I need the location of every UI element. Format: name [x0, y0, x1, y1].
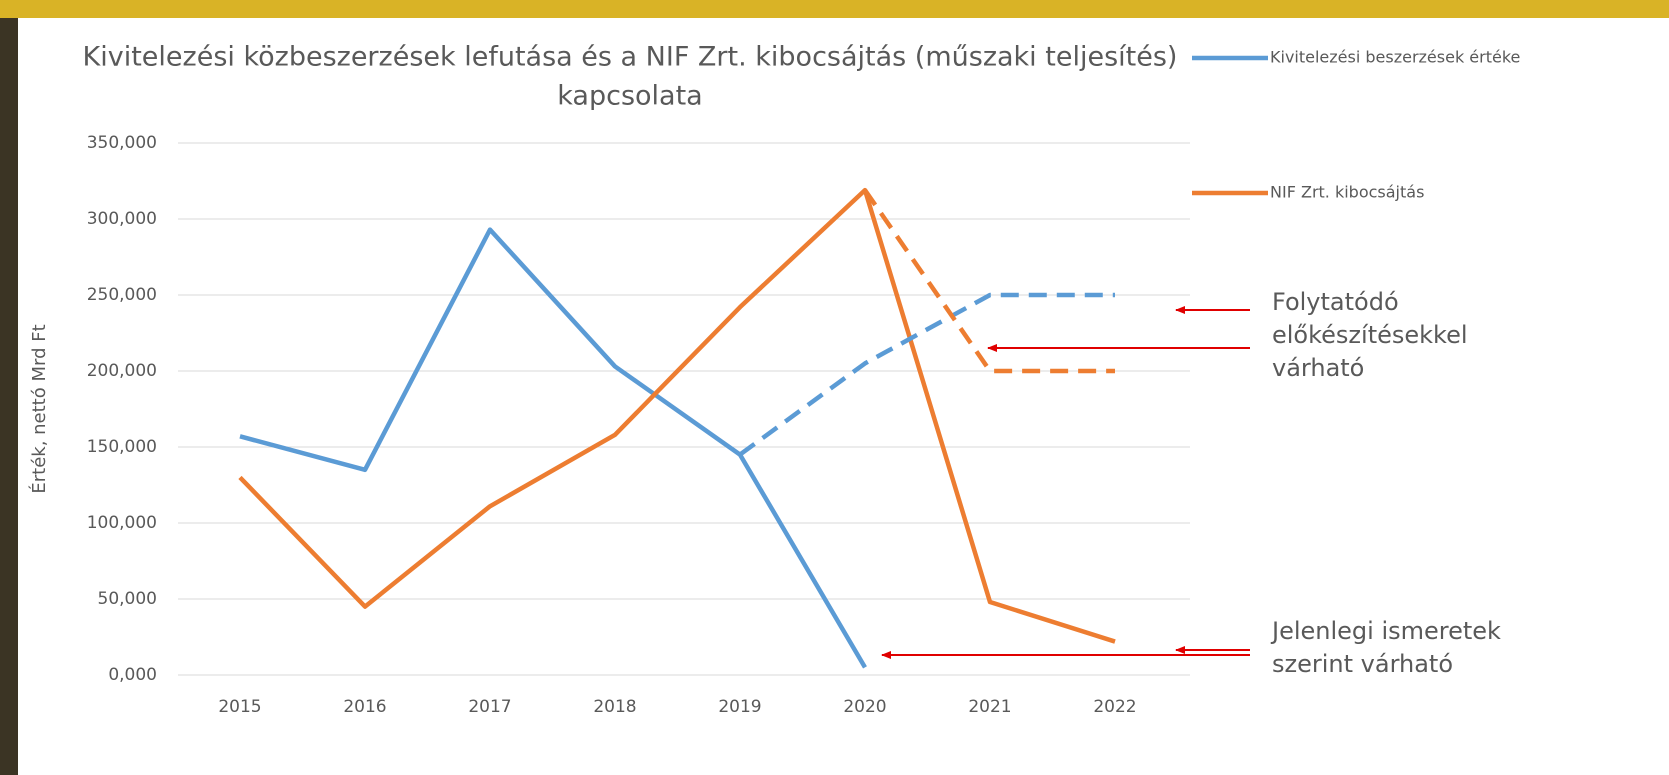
x-tick-label: 2018 — [593, 697, 636, 717]
chart-title: kapcsolata — [557, 81, 702, 112]
y-tick-label: 250,000 — [87, 285, 157, 305]
annotation: várható — [1272, 354, 1364, 382]
x-tick-label: 2021 — [968, 697, 1011, 717]
x-tick-label: 2015 — [218, 697, 261, 717]
annotation: szerint várható — [1272, 650, 1453, 678]
background-strip — [0, 0, 1669, 18]
x-tick-label: 2016 — [343, 697, 386, 717]
x-tick-label: 2017 — [468, 697, 511, 717]
y-tick-label: 0,000 — [108, 665, 157, 685]
page: Kivitelezési közbeszerzések lefutása és … — [0, 0, 1669, 775]
chart: Kivitelezési közbeszerzések lefutása és … — [0, 0, 1669, 775]
x-tick-label: 2020 — [843, 697, 886, 717]
annotation: Folytatódó — [1272, 288, 1399, 316]
y-tick-label: 50,000 — [98, 589, 157, 609]
annotation: előkészítésekkel — [1272, 321, 1468, 349]
legend-label: NIF Zrt. kibocsájtás — [1270, 183, 1424, 202]
x-tick-label: 2019 — [718, 697, 761, 717]
legend-label: Kivitelezési beszerzések értéke — [1270, 48, 1520, 67]
y-tick-label: 300,000 — [87, 209, 157, 229]
chart-title: Kivitelezési közbeszerzések lefutása és … — [83, 42, 1178, 73]
x-tick-label: 2022 — [1093, 697, 1136, 717]
y-tick-label: 200,000 — [87, 361, 157, 381]
y-tick-label: 350,000 — [87, 133, 157, 153]
y-tick-label: 100,000 — [87, 513, 157, 533]
annotation: Jelenlegi ismeretek — [1270, 617, 1501, 645]
y-axis-label: Érték, nettó Mrd Ft — [28, 324, 50, 493]
y-tick-label: 150,000 — [87, 437, 157, 457]
